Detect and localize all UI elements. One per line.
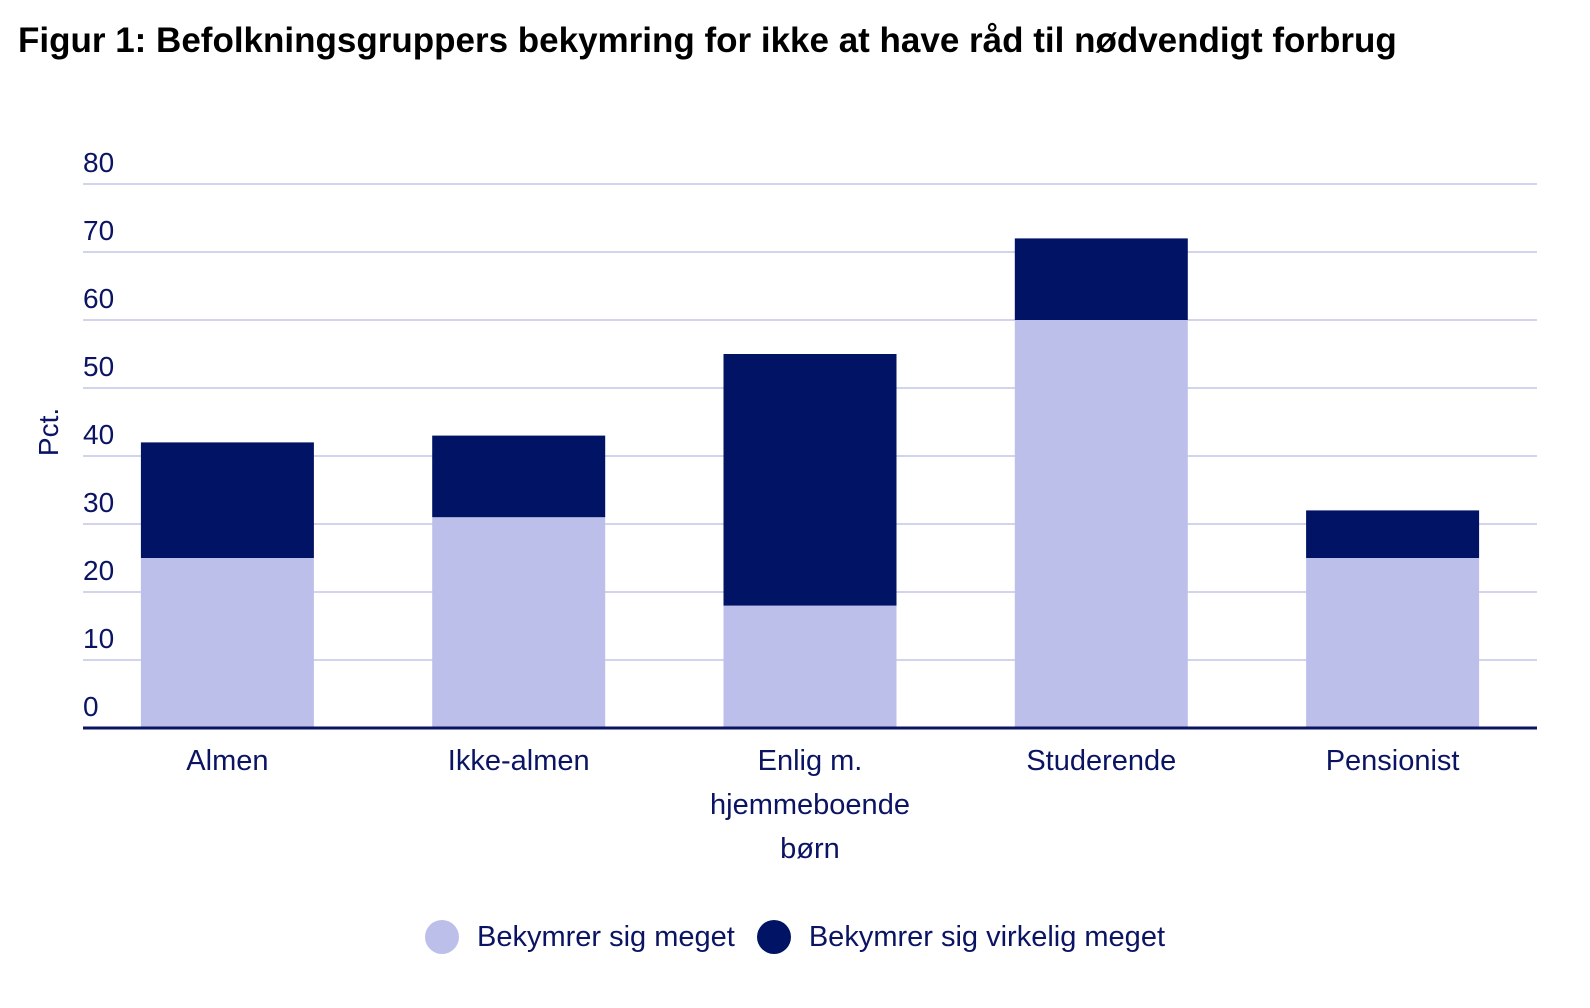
legend-swatch-virkelig-meget	[756, 920, 791, 954]
x-tick-label: Enlig m.	[758, 745, 863, 777]
y-tick-label: 80	[83, 147, 114, 178]
legend-swatch-meget	[424, 920, 459, 954]
bar-meget	[1014, 320, 1188, 728]
x-tick-label: Pensionist	[1326, 745, 1460, 777]
bar-virkelig-meget	[1306, 510, 1480, 558]
legend: Bekymrer sig meget Bekymrer sig virkelig…	[0, 920, 1590, 954]
bar-virkelig-meget	[140, 442, 314, 558]
legend-item-meget: Bekymrer sig meget	[424, 920, 735, 954]
y-tick-label: 40	[83, 419, 114, 450]
bar-meget	[432, 517, 606, 728]
y-tick-label: 50	[83, 351, 114, 382]
bar-meget	[140, 558, 314, 728]
bar-meget	[723, 605, 897, 728]
y-tick-label: 30	[83, 487, 114, 518]
y-tick-label: 70	[83, 215, 114, 246]
bar-virkelig-meget	[723, 354, 897, 606]
y-tick-label: 60	[83, 283, 114, 314]
x-tick-label: børn	[780, 833, 840, 865]
bar-virkelig-meget	[1014, 238, 1188, 320]
x-tick-label: Almen	[186, 745, 268, 777]
chart-title: Figur 1: Befolkningsgruppers bekymring f…	[18, 21, 1397, 60]
y-axis-label: Pct.	[33, 408, 64, 456]
legend-label-virkelig-meget: Bekymrer sig virkelig meget	[808, 920, 1165, 953]
x-tick-label: Studerende	[1026, 745, 1176, 777]
bar-meget	[1306, 558, 1480, 728]
x-tick-label: hjemmeboende	[710, 789, 910, 821]
legend-label-meget: Bekymrer sig meget	[476, 920, 735, 953]
x-tick-label: Ikke-almen	[448, 745, 590, 777]
y-tick-label: 20	[83, 555, 114, 586]
bar-virkelig-meget	[432, 435, 606, 518]
y-tick-label: 0	[83, 691, 99, 722]
y-tick-label: 10	[83, 623, 114, 654]
legend-item-virkelig-meget: Bekymrer sig virkelig meget	[756, 920, 1165, 954]
